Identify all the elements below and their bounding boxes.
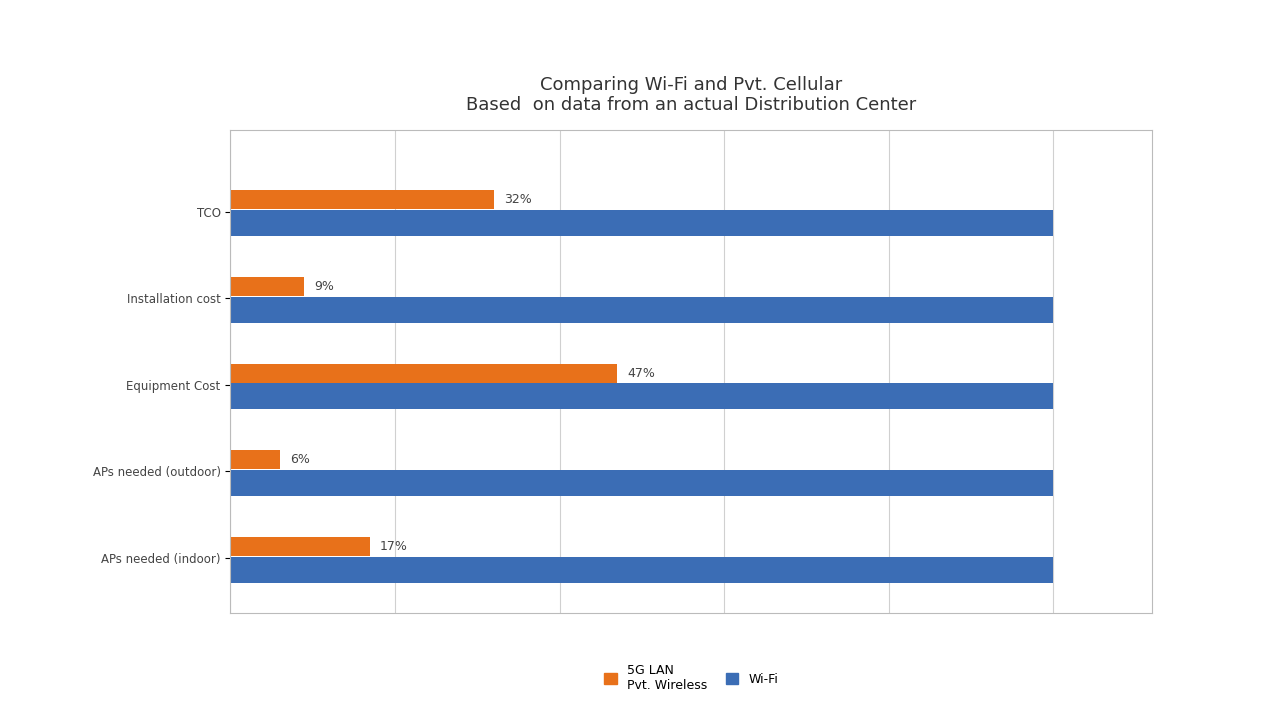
Bar (230, 536, 370, 556)
Bar (230, 190, 494, 209)
Bar (230, 470, 1053, 496)
Bar (230, 450, 280, 469)
Bar (230, 557, 1053, 583)
Bar (230, 277, 305, 296)
Text: 32%: 32% (503, 193, 531, 206)
Text: 9%: 9% (315, 280, 334, 293)
Text: 47%: 47% (627, 366, 655, 379)
Bar (230, 363, 617, 383)
Legend: 5G LAN
Pvt. Wireless, Wi-Fi: 5G LAN Pvt. Wireless, Wi-Fi (598, 658, 785, 698)
Text: 6%: 6% (289, 453, 310, 466)
Bar (230, 297, 1053, 323)
Bar (230, 211, 1053, 236)
Title: Comparing Wi-Fi and Pvt. Cellular
Based  on data from an actual Distribution Cen: Comparing Wi-Fi and Pvt. Cellular Based … (466, 76, 916, 115)
Text: 17%: 17% (380, 540, 408, 553)
Bar (230, 384, 1053, 410)
